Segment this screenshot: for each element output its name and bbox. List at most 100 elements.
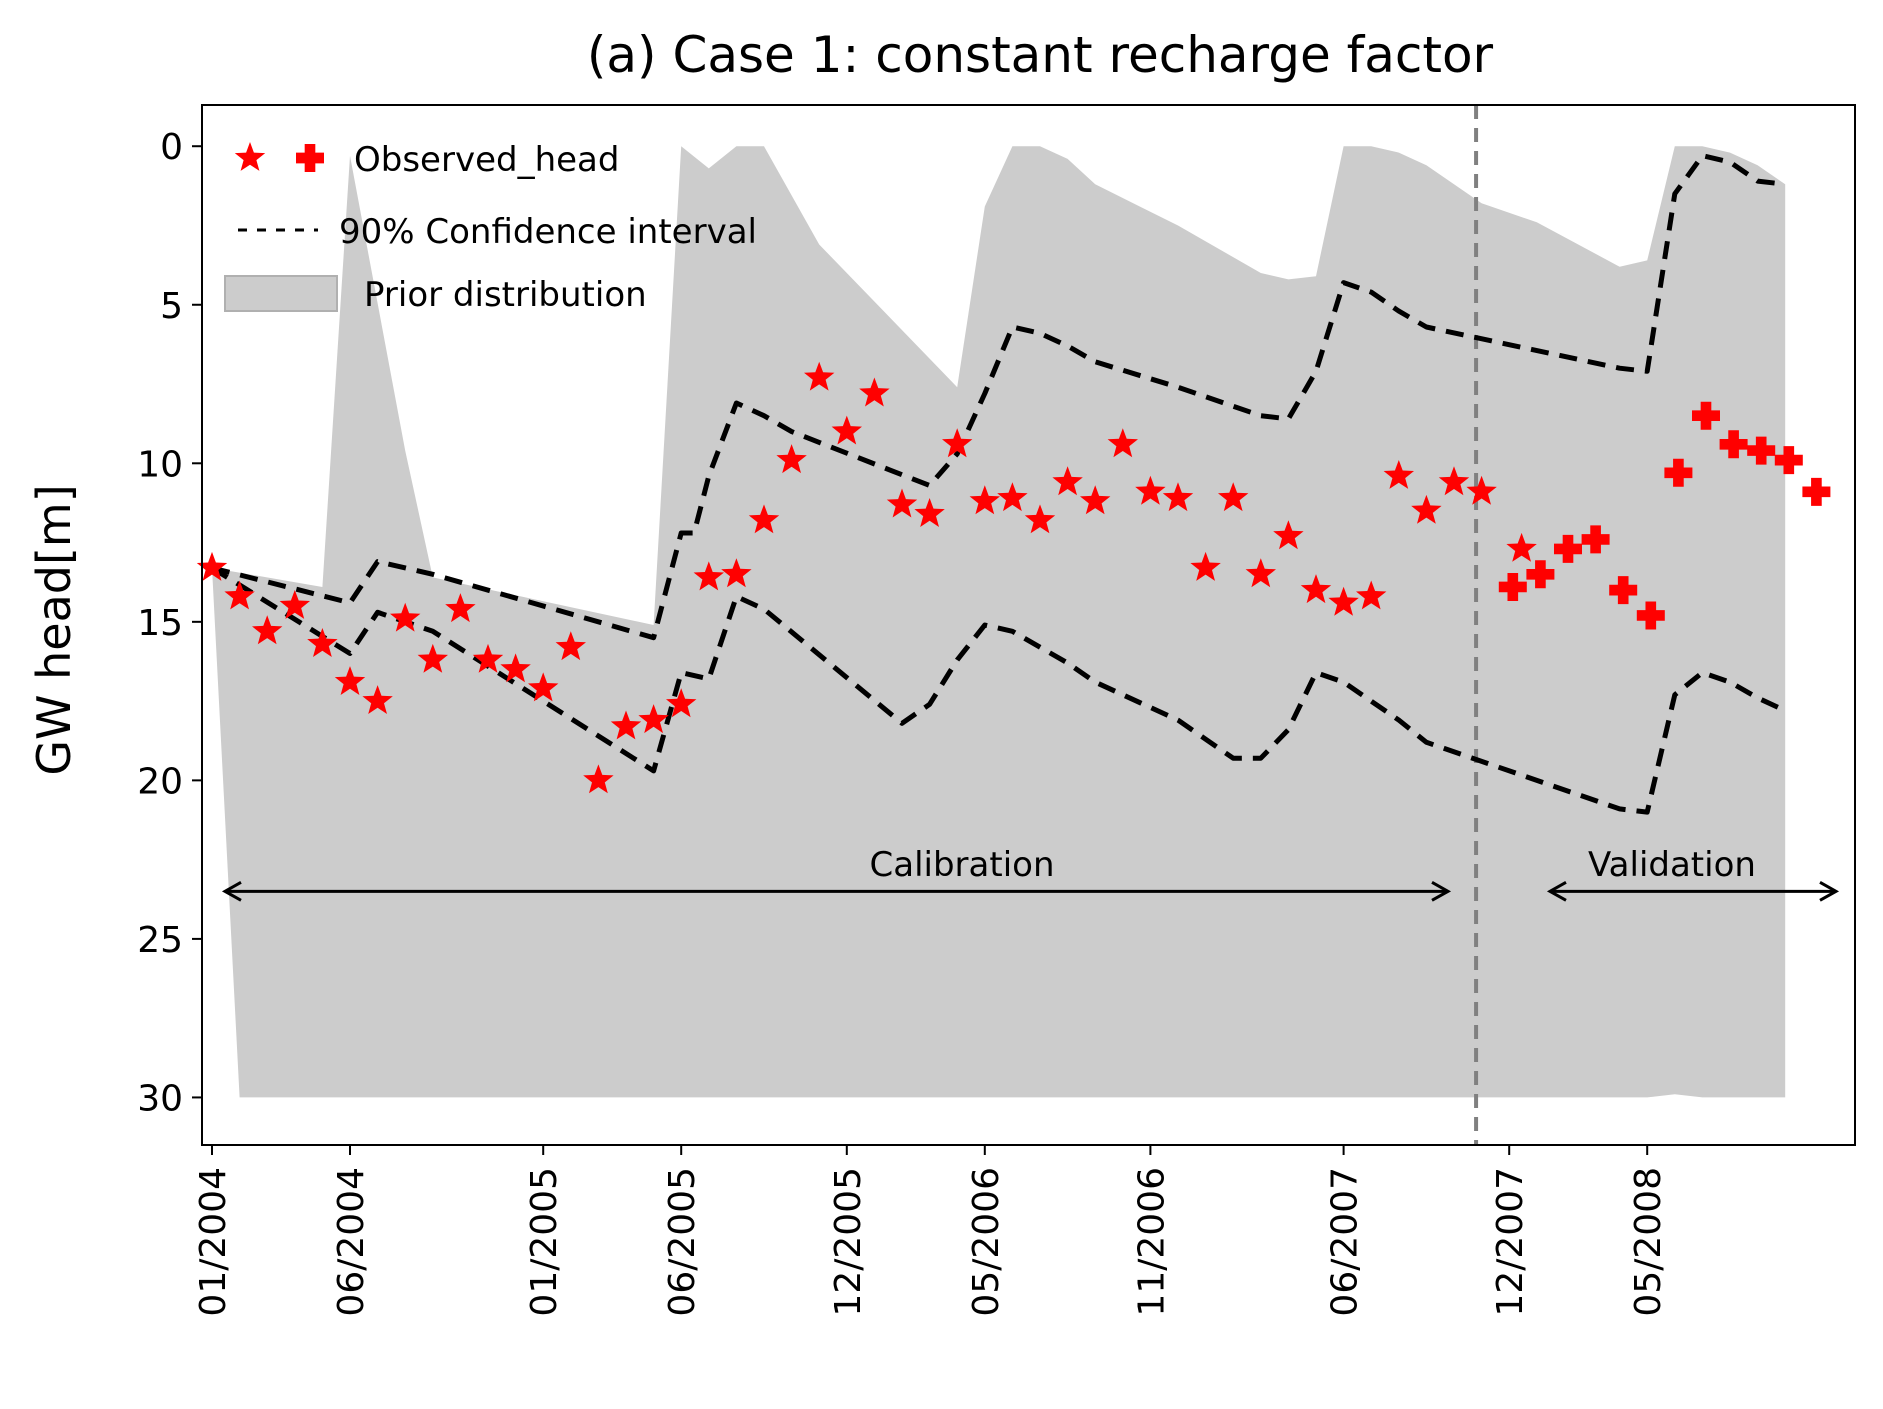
legend-label-confidence: 90% Confidence interval [339,212,757,252]
observed-star-point [831,415,862,445]
observed-star-point [472,643,504,673]
chart-title: (a) Case 1: constant recharge factor [587,26,1494,84]
observed-star-point [997,482,1028,512]
observed-star-point [500,653,531,683]
observed-plus-point [1498,572,1527,601]
observed-star-point [666,688,697,718]
x-tick-label: 12/2005 [828,1167,869,1317]
x-tick-label: 01/2005 [524,1167,565,1317]
legend-label-observed: Observed_head [354,140,619,180]
observed-star-point [1162,482,1194,512]
observed-star-point [1328,586,1359,616]
observed-star-point [417,643,448,673]
y-tick-label: 10 [137,444,183,485]
legend: Observed_head 90% Confidence interval Pr… [224,140,757,315]
observed-star-point [1218,482,1249,512]
observed-star-point [362,685,393,714]
x-tick-label: 05/2006 [966,1167,1007,1317]
observed-star-point [279,590,310,619]
observed-plus-point [1802,477,1831,506]
observed-star-point [1300,574,1332,604]
observed-star-point [445,593,476,623]
legend-star-marker [234,142,266,171]
legend-label-prior: Prior distribution [364,275,647,315]
legend-star-shape [234,142,266,171]
observed-star-point [748,504,780,534]
observed-star-point [610,710,642,740]
observed-star-point [693,561,724,591]
observed-star-point [1383,460,1414,489]
calibration-arrow-head-left [221,881,242,902]
y-tick-label: 30 [137,1078,183,1119]
legend-prior-swatch [224,275,338,312]
observed-star-point [334,666,366,695]
calibration-arrow-head-right [1431,881,1452,902]
observed-plus-point [1719,430,1748,459]
observed-star-point [886,488,918,518]
validation-arrow-head-right [1819,881,1840,902]
observed-star-point [1506,532,1537,562]
y-tick-label: 20 [137,761,183,802]
plot-frame [201,104,1856,1146]
observed-plus-point [1609,576,1638,605]
observed-plus-point [1692,401,1720,430]
observed-star-point [528,672,559,702]
observed-star-point [914,498,945,527]
observed-star-point [1052,466,1083,496]
prior-distribution-area [212,146,1786,1098]
legend-entry-observed: Observed_head [234,140,619,180]
observed-star-point [1135,475,1166,505]
observed-plus-point [1526,560,1555,589]
legend-entry-prior: Prior distribution [224,275,647,315]
observed-plus-point [1664,458,1693,487]
y-axis-label: GW head[m] [27,484,81,775]
observed-star-point [942,428,973,458]
observed-star-point [776,444,807,474]
x-tick-label: 06/2004 [331,1167,372,1317]
y-tick-label: 5 [160,286,183,327]
observed-star-point [1438,466,1470,496]
observed-star-point [555,631,586,661]
x-tick-label: 06/2007 [1325,1167,1366,1317]
observed-plus-point [1747,436,1776,465]
legend-plus-marker [296,144,324,172]
y-tick-label: 25 [137,920,183,961]
validation-arrow-head-left [1546,881,1567,902]
observed-star-point [1356,580,1387,610]
plot-area [196,105,1831,1145]
observed-star-point [1080,485,1111,515]
observed-star-point [1190,551,1221,581]
x-tick-label: 11/2006 [1131,1167,1172,1317]
observed-star-point [1024,504,1056,534]
x-tick-label: 01/2004 [193,1167,234,1317]
observed-star-point [1411,494,1442,524]
observed-star-point [307,628,338,657]
observed-star-point [638,704,669,734]
calibration-label: Calibration [870,845,1055,885]
observed-star-point [196,551,228,581]
ci-lower-line [210,565,1787,815]
ci-upper-line [211,153,1786,641]
observed-star-point [1245,558,1276,588]
observed-plus-point [1636,601,1665,630]
observed-star-point [1107,428,1138,458]
observed-star-point [969,485,1000,515]
observed-star-point [390,602,421,632]
annotation-calibration: Calibration [221,845,1452,902]
observed-star-point [583,764,614,794]
calibration-arrow [221,881,1452,902]
observed-star-point [804,361,835,391]
legend-entry-confidence: 90% Confidence interval [238,212,757,252]
observed-star-point [1466,475,1497,505]
validation-arrow [1546,881,1840,902]
y-tick-label: 0 [160,127,183,168]
x-tick-label: 06/2005 [662,1167,703,1317]
observed-star-point [252,615,283,645]
observed-plus-point [1581,525,1610,554]
observed-star-point [1273,520,1304,550]
observed-star-point [859,377,890,407]
x-tick-label: 05/2008 [1628,1167,1669,1317]
observed-plus-point [1774,446,1803,475]
observed-plus-point [1554,534,1582,563]
